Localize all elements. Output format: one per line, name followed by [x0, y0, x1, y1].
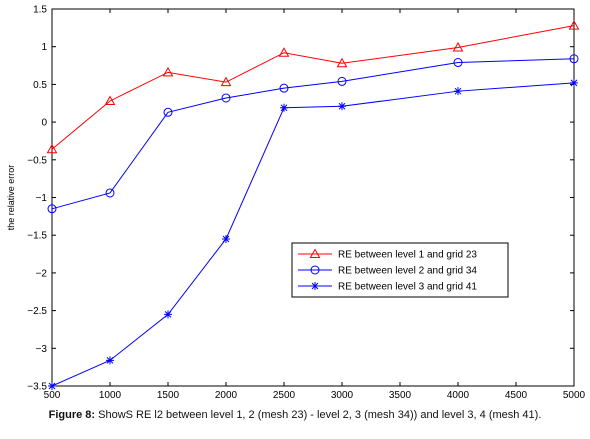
circle-marker — [47, 204, 57, 214]
y-tick-label: −2.5 — [27, 306, 47, 317]
legend: RE between level 1 and grid 23 RE between… — [291, 242, 509, 298]
x-tick-label: 1000 — [99, 390, 122, 401]
x-tick-label: 3500 — [389, 390, 412, 401]
star-marker — [222, 234, 230, 243]
series-2 — [47, 54, 579, 214]
star-marker — [338, 102, 346, 111]
y-tick-label: −2 — [36, 268, 48, 279]
x-tick-label: 5000 — [563, 390, 586, 401]
triangle-marker — [309, 248, 321, 258]
x-tick-label: 1500 — [157, 390, 180, 401]
star-marker — [280, 103, 288, 112]
caption-text: ShowS RE l2 between level 1, 2 (mesh 23)… — [98, 409, 542, 421]
series-line — [51, 82, 575, 387]
x-tick-label: 3000 — [331, 390, 354, 401]
caption-label: Figure 8: — [48, 409, 96, 421]
star-marker — [48, 382, 56, 390]
circle-marker — [105, 188, 115, 198]
triangle-marker — [46, 143, 58, 154]
y-tick-label: 1 — [41, 42, 47, 53]
x-tick-label: 2500 — [273, 390, 296, 401]
line-chart: 500 1000 1500 2000 2500 3000 3500 4000 4500 5000 −… — [6, 5, 586, 402]
x-tick-label: 4500 — [505, 390, 528, 401]
circle-marker — [310, 265, 320, 275]
y-tick-label: −1.5 — [27, 231, 47, 242]
triangle-marker — [452, 41, 464, 52]
triangle-marker — [568, 20, 580, 30]
y-tick-label: −1 — [36, 193, 48, 204]
circle-marker — [337, 76, 347, 86]
y-tick-label: 0 — [41, 118, 47, 129]
x-tick-label: 2000 — [215, 390, 238, 401]
circle-marker — [453, 58, 463, 68]
triangle-marker — [220, 76, 232, 87]
figure-caption: Figure 8: ShowS RE l2 between level 1, 2… — [0, 409, 590, 421]
legend-item: RE between level 2 and grid 34 — [298, 265, 477, 277]
y-tick-label: 0.5 — [33, 80, 47, 91]
star-marker — [106, 356, 114, 365]
series-1 — [46, 20, 580, 154]
legend-label: RE between level 3 and grid 41 — [338, 282, 477, 293]
circle-marker — [163, 107, 173, 117]
y-tick-label: 1.5 — [33, 5, 47, 16]
legend-item: RE between level 3 and grid 41 — [298, 282, 477, 293]
star-marker — [164, 310, 172, 319]
triangle-marker — [104, 95, 116, 105]
y-tick-label: −0.5 — [27, 155, 47, 166]
triangle-marker — [162, 66, 174, 77]
x-tick-label: 500 — [44, 390, 61, 401]
y-tick-label: −3.5 — [27, 382, 47, 393]
legend-label: RE between level 2 and grid 34 — [338, 266, 477, 277]
plot-frame — [51, 8, 575, 387]
series-line — [51, 58, 575, 210]
circle-marker — [221, 93, 231, 103]
series-3 — [48, 78, 578, 390]
triangle-marker — [278, 47, 290, 57]
y-tick-label: −3 — [36, 344, 48, 355]
series-line — [51, 25, 575, 150]
star-marker — [454, 87, 462, 96]
circle-marker — [569, 54, 579, 64]
star-marker — [311, 282, 319, 290]
y-axis-label: the relative error — [6, 165, 16, 231]
legend-item: RE between level 1 and grid 23 — [298, 248, 477, 261]
circle-marker — [279, 83, 289, 93]
triangle-marker — [336, 57, 348, 68]
x-tick-label: 4000 — [447, 390, 470, 401]
star-marker — [570, 78, 578, 87]
legend-label: RE between level 1 and grid 23 — [338, 250, 477, 261]
